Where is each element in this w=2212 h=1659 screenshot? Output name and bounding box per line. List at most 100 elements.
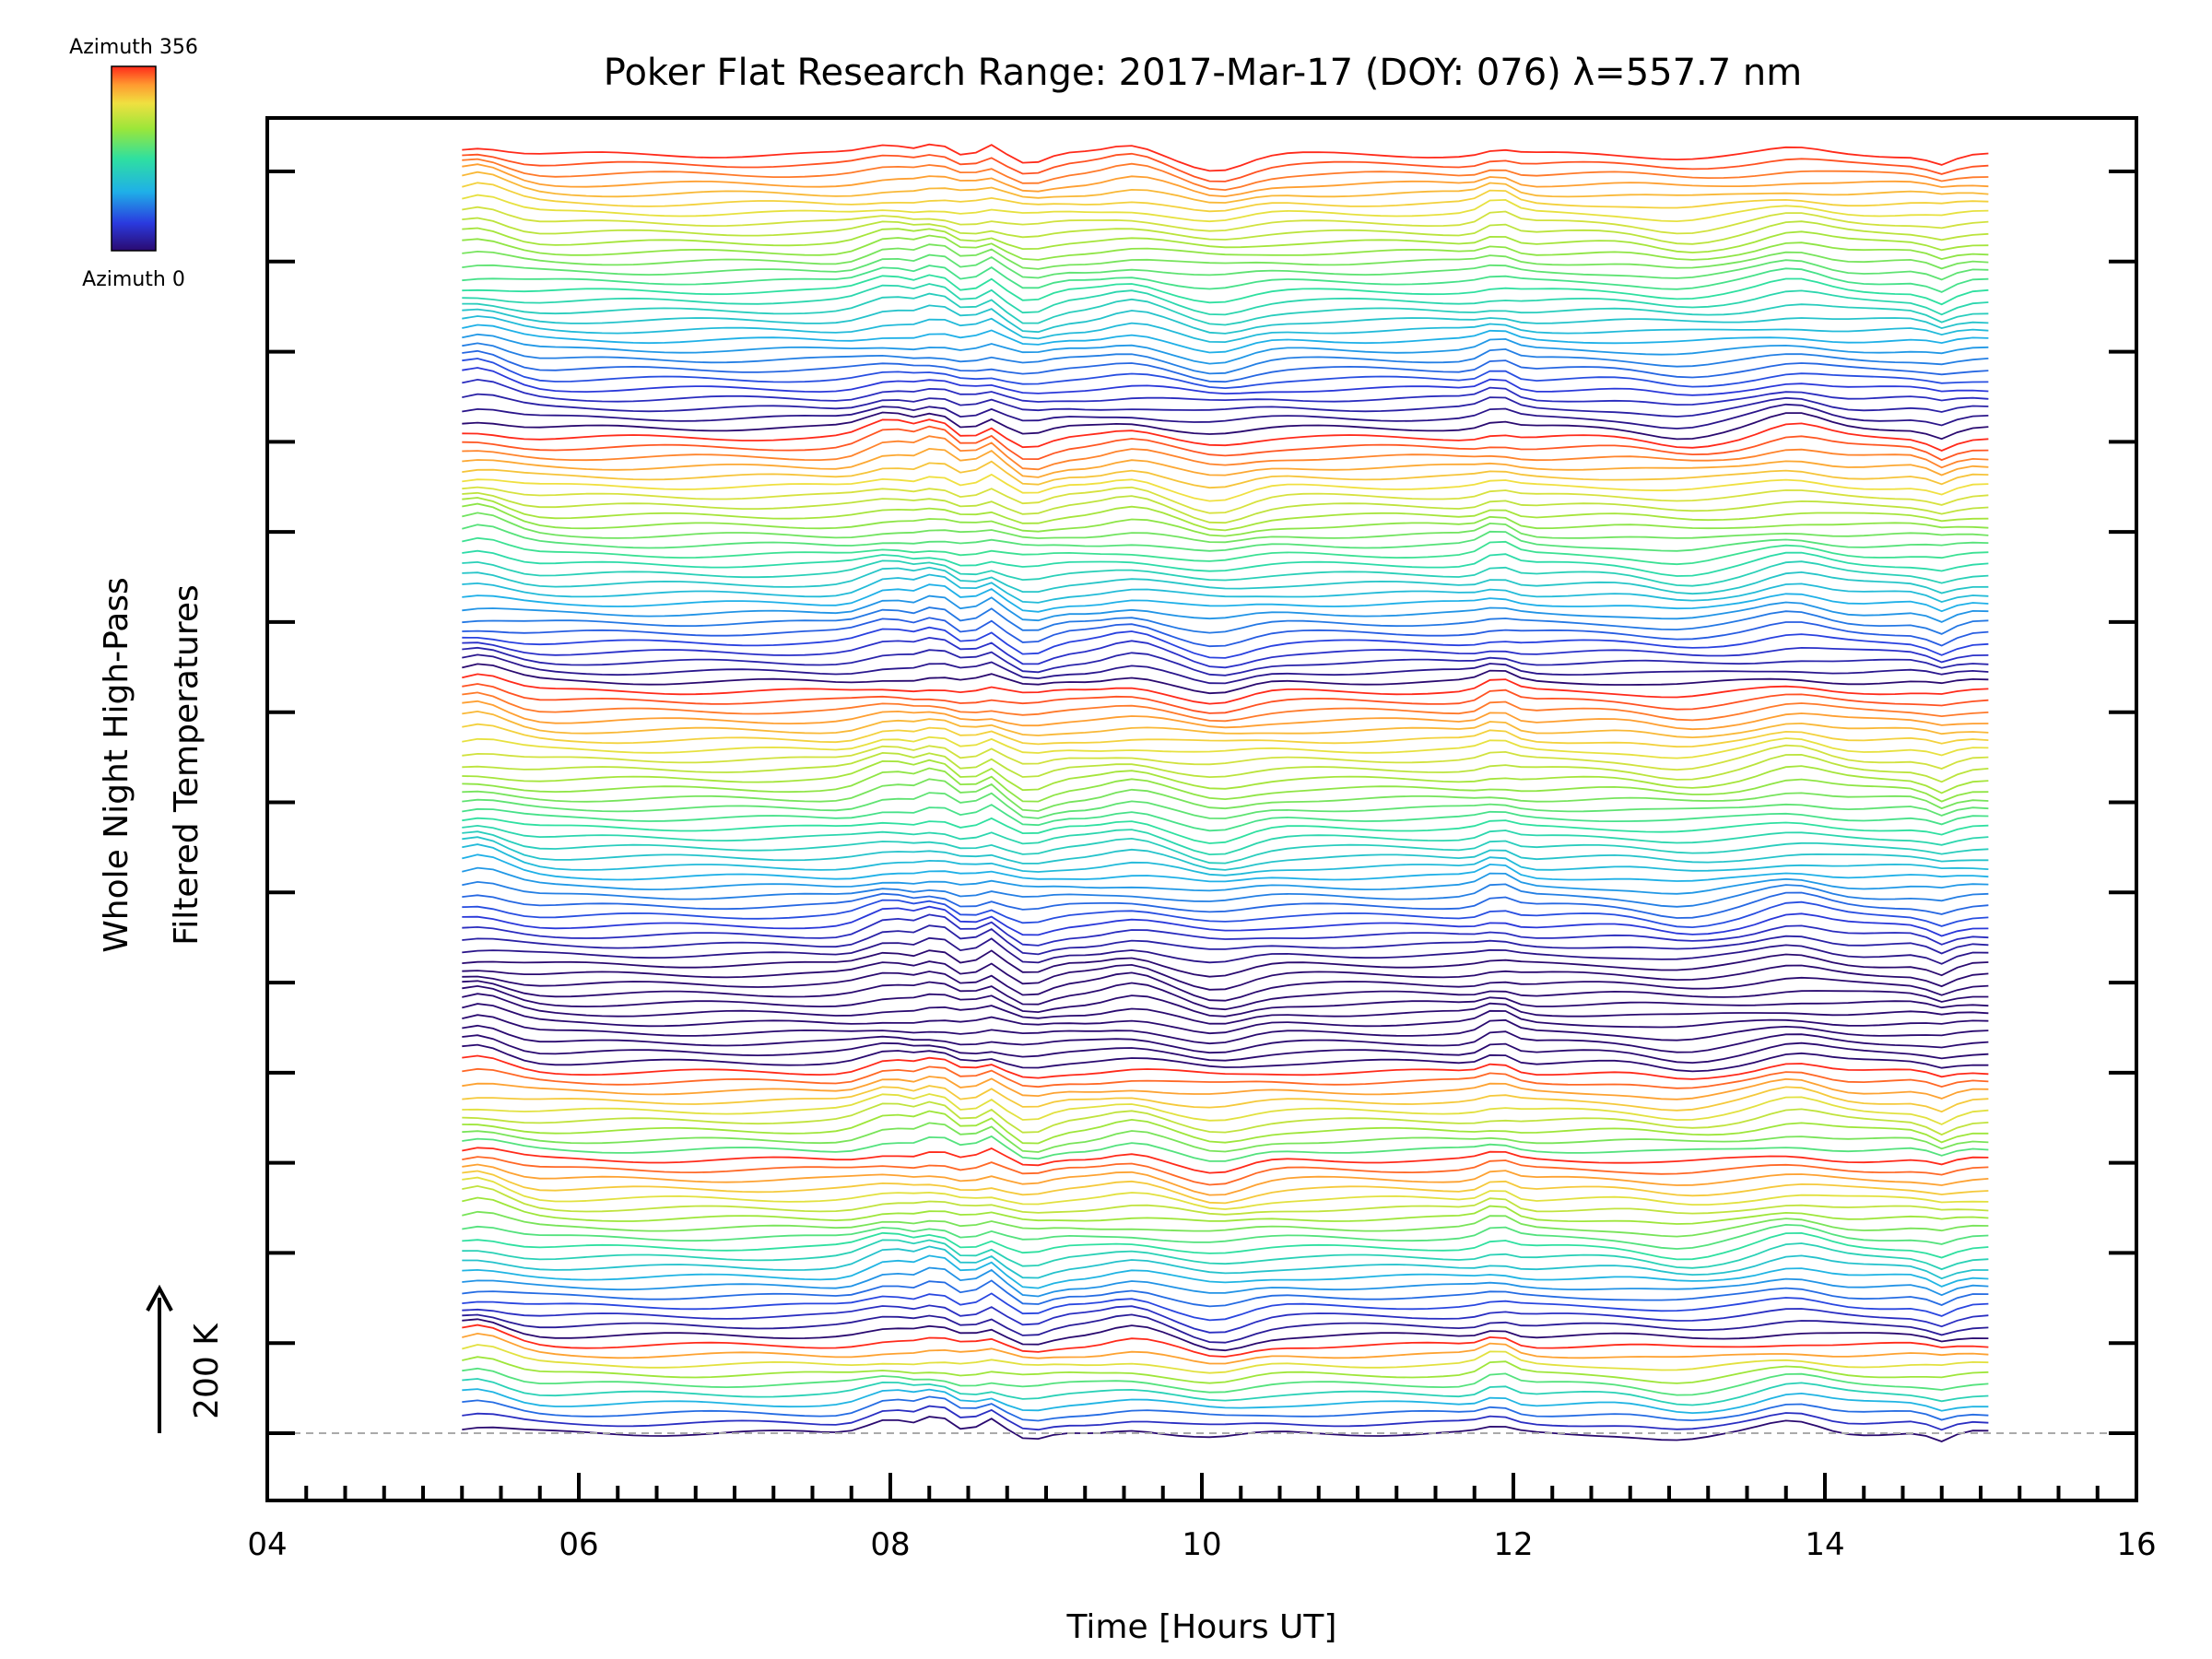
colorbar-bottom-label: Azimuth 0 <box>82 268 185 291</box>
temperature-trace <box>462 1184 1989 1216</box>
temperature-trace <box>462 378 1989 406</box>
x-axis: 04 06 08 10 12 14 16 <box>247 1473 2157 1563</box>
chart-title: Poker Flat Research Range: 2017-Mar-17 (… <box>604 52 1802 94</box>
temperature-trace <box>462 217 1989 245</box>
temperature-trace <box>462 194 1989 223</box>
temperature-trace <box>462 292 1989 326</box>
temperature-trace <box>462 905 1989 937</box>
temperature-trace <box>462 304 1989 335</box>
scale-bar-label: 200 K <box>188 1323 226 1419</box>
temperature-trace <box>462 1388 1989 1415</box>
temperature-trace <box>462 1122 1989 1153</box>
temperature-trace <box>462 393 1989 418</box>
temperature-trace <box>462 804 1989 832</box>
temperature-trace <box>462 1003 1989 1035</box>
temperature-trace <box>462 234 1989 261</box>
temperature-trace <box>462 566 1989 595</box>
scale-bar-arrowhead <box>146 1284 173 1312</box>
temperature-trace <box>462 913 1989 947</box>
temperature-trace <box>462 158 1989 192</box>
temperature-trace <box>462 497 1989 532</box>
temperature-trace <box>462 843 1989 877</box>
temperature-trace <box>462 1254 1989 1289</box>
temperature-trace <box>462 512 1989 544</box>
temperature-trace <box>462 830 1989 865</box>
temperature-trace <box>462 683 1989 714</box>
scale-bar: 200 K <box>146 1284 226 1433</box>
temperature-trace <box>462 1367 1989 1396</box>
temperature-trace <box>462 1416 1989 1442</box>
temperature-trace <box>462 1239 1989 1271</box>
temperature-trace <box>462 792 1989 819</box>
temperature-trace <box>462 274 1989 306</box>
temperature-trace <box>462 673 1989 705</box>
x-tick-label: 10 <box>1182 1526 1221 1563</box>
temperature-trace <box>462 653 1989 685</box>
x-axis-label: Time [Hours UT] <box>1066 1608 1337 1646</box>
temperature-trace <box>462 1395 1989 1422</box>
temperature-trace <box>462 1093 1989 1125</box>
temperature-trace <box>462 949 1989 978</box>
temperature-trace <box>462 1318 1989 1352</box>
y-axis-label-line1: Whole Night High-Pass <box>98 577 135 953</box>
temperature-trace <box>462 243 1989 270</box>
x-tick-label: 12 <box>1493 1526 1533 1563</box>
temperature-trace <box>462 1223 1989 1250</box>
temperature-trace <box>462 227 1989 253</box>
temperature-trace <box>462 880 1989 908</box>
temperature-trace <box>462 253 1989 281</box>
x-tick-label: 08 <box>870 1526 910 1563</box>
colorbar-top-label: Azimuth 356 <box>69 36 198 59</box>
temperature-trace <box>462 333 1989 365</box>
temperature-trace <box>462 700 1989 731</box>
temperature-trace <box>462 617 1989 648</box>
temperature-trace <box>462 1292 1989 1322</box>
temperature-trace <box>462 1065 1989 1089</box>
temperature-trace <box>462 536 1989 566</box>
temperature-trace <box>462 1110 1989 1145</box>
temperature-trace <box>462 1304 1989 1334</box>
temperature-trace <box>462 646 1989 677</box>
temperature-trace <box>462 751 1989 783</box>
temperature-trace <box>462 1054 1989 1080</box>
temperature-trace <box>462 853 1989 883</box>
temperature-trace <box>462 460 1989 489</box>
temperature-trace <box>462 358 1989 390</box>
temperature-trace <box>462 606 1989 635</box>
temperature-trace <box>462 473 1989 502</box>
temperature-trace <box>462 767 1989 803</box>
temperature-trace <box>462 1170 1989 1205</box>
temperature-trace <box>462 936 1989 965</box>
temperature-trace <box>462 524 1989 552</box>
temperature-trace <box>462 425 1989 462</box>
temperature-trace <box>462 691 1989 723</box>
temperature-trace <box>462 1378 1989 1406</box>
temperature-trace <box>462 836 1989 871</box>
temperature-trace <box>462 435 1989 471</box>
temperature-trace <box>462 1034 1989 1065</box>
temperature-trace <box>462 549 1989 577</box>
temperature-trace <box>462 960 1989 991</box>
temperature-trace <box>462 980 1989 1011</box>
temperature-trace <box>462 744 1989 771</box>
temperature-traces <box>462 143 1989 1442</box>
temperature-trace <box>462 710 1989 739</box>
temperature-trace <box>462 491 1989 524</box>
temperature-trace <box>462 418 1989 452</box>
y-axis-label: Whole Night High-Pass Filtered Temperatu… <box>98 577 206 953</box>
temperature-trace <box>462 367 1989 396</box>
colorbar-legend: Azimuth 356 Azimuth 0 <box>69 36 198 291</box>
temperature-trace <box>462 1231 1989 1261</box>
temperature-trace <box>462 411 1989 441</box>
temperature-trace <box>462 1245 1989 1280</box>
temperature-trace <box>462 486 1989 514</box>
temperature-trace <box>462 1024 1989 1054</box>
temperature-trace <box>462 342 1989 375</box>
temperature-trace <box>462 817 1989 844</box>
y-axis <box>267 170 2136 1435</box>
temperature-trace <box>462 447 1989 478</box>
temperature-trace <box>462 735 1989 759</box>
temperature-trace <box>462 866 1989 895</box>
temperature-trace <box>462 1324 1989 1358</box>
temperature-trace <box>462 1043 1989 1073</box>
